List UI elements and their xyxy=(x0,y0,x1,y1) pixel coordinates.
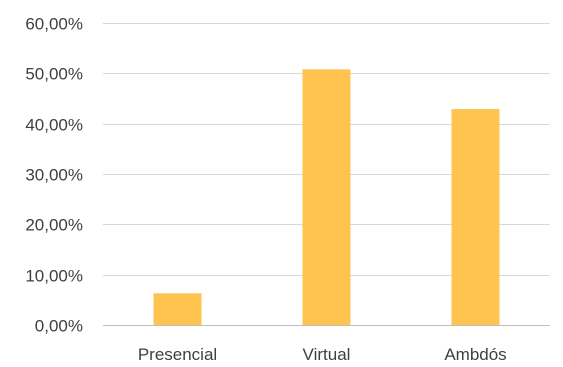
y-tick-label: 60,00% xyxy=(25,15,83,34)
bar-virtual xyxy=(303,69,351,325)
x-axis-category-labels: Presencial Virtual Ambdós xyxy=(138,345,507,364)
x-category-label: Presencial xyxy=(138,345,217,364)
bar-ambdós xyxy=(452,109,500,325)
bar-presencial xyxy=(154,293,202,325)
y-axis-tick-labels: 0,00% 10,00% 20,00% 30,00% 40,00% 50,00% 60,00… xyxy=(25,15,83,336)
y-tick-label: 20,00% xyxy=(25,216,83,235)
y-tick-label: 10,00% xyxy=(25,267,83,286)
x-category-label: Virtual xyxy=(303,345,351,364)
bars xyxy=(154,69,500,325)
x-category-label: Ambdós xyxy=(444,345,506,364)
y-tick-label: 40,00% xyxy=(25,116,83,135)
y-tick-label: 50,00% xyxy=(25,65,83,84)
y-tick-label: 0,00% xyxy=(35,317,83,336)
y-tick-label: 30,00% xyxy=(25,166,83,185)
